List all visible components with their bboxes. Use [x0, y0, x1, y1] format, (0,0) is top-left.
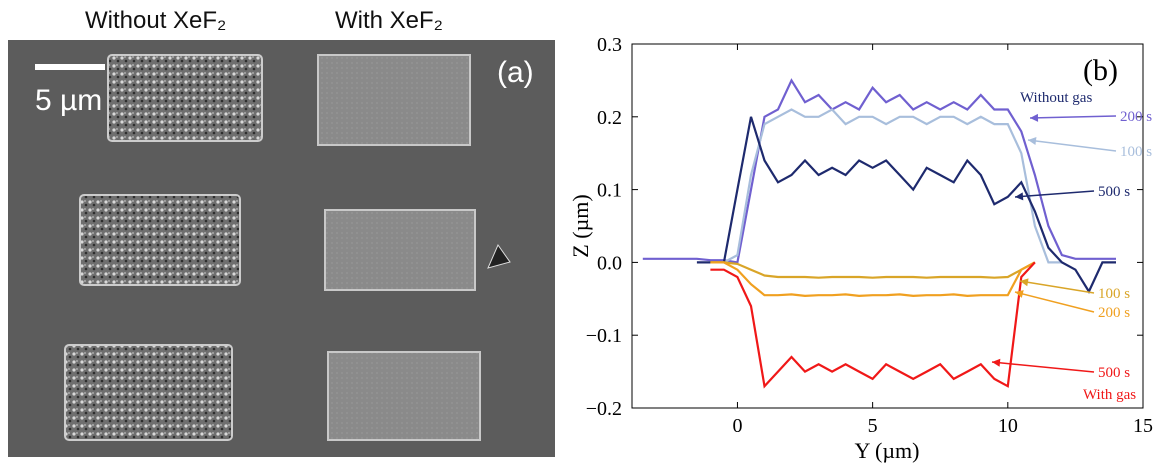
- annotation-arrow: [1027, 139, 1117, 152]
- annotation-arrow: [991, 361, 1095, 373]
- x-tick-label: 10: [998, 415, 1018, 437]
- annotation-arrow: [1019, 280, 1095, 294]
- y-axis-label: Z (µm): [568, 194, 593, 257]
- series-line: [710, 261, 1036, 298]
- particle: [487, 243, 511, 269]
- arrow-head: [1015, 192, 1024, 201]
- series-line: [642, 78, 1116, 264]
- legend-label: 500 s: [1098, 365, 1130, 381]
- sem-panel: 5 µm (a) Without XeF₂ With XeF₂: [8, 7, 555, 457]
- x-tick-label: 0: [732, 415, 742, 437]
- plot-frame: [631, 43, 1144, 409]
- etch-box: [107, 54, 263, 142]
- y-tick-label: −0.2: [586, 398, 622, 420]
- x-tick-label: 5: [868, 415, 878, 437]
- x-axis-label: Y (µm): [854, 438, 919, 463]
- legend-label: 200 s: [1120, 109, 1152, 125]
- legend-label: 500 s: [1098, 184, 1130, 200]
- etch-box: [64, 344, 233, 441]
- arrow-head: [1030, 113, 1039, 122]
- annotation-arrow: [1029, 115, 1117, 119]
- y-tick-label: −0.1: [586, 325, 622, 347]
- arrow-head: [992, 358, 1001, 367]
- legend-label: 100 s: [1120, 144, 1152, 160]
- etch-box: [327, 351, 481, 441]
- series-line: [696, 116, 1116, 294]
- column-label: Without XeF₂: [85, 7, 226, 34]
- annotation-arrow: [1014, 291, 1095, 313]
- series-line: [710, 261, 1036, 389]
- etch-box: [79, 194, 241, 286]
- group-label: With gas: [1083, 387, 1136, 403]
- y-tick-label: 0.3: [597, 34, 622, 56]
- column-label: With XeF₂: [335, 7, 443, 34]
- arrow-head: [1028, 137, 1037, 145]
- series-line: [710, 108, 1062, 264]
- legend-label: 100 s: [1098, 286, 1130, 302]
- y-tick-label: 0.0: [597, 252, 622, 274]
- etch-box: [324, 209, 476, 291]
- etch-box: [317, 54, 471, 146]
- x-tick-label: 15: [1133, 415, 1153, 437]
- legend-label: 200 s: [1098, 305, 1130, 321]
- panel-label: (a): [497, 56, 534, 89]
- y-tick-label: 0.2: [597, 107, 622, 129]
- series-line: [710, 261, 1036, 279]
- scale-label: 5 µm: [35, 84, 102, 117]
- y-tick-label: 0.1: [597, 180, 622, 202]
- arrow-head: [1015, 290, 1024, 298]
- panel-label: (b): [1083, 54, 1118, 87]
- group-label: Without gas: [1020, 90, 1092, 106]
- arrow-head: [1020, 278, 1029, 287]
- annotation-arrow: [1014, 190, 1095, 198]
